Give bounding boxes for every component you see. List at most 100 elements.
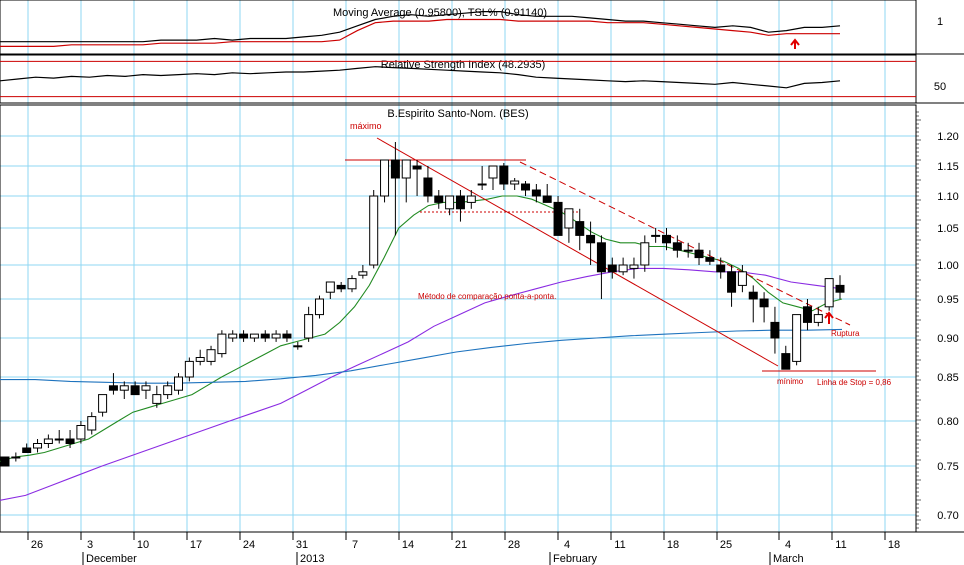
- panel-frames: [0, 0, 964, 533]
- candle-body-up: [87, 416, 97, 431]
- candle: [130, 381, 140, 396]
- candle: [22, 443, 32, 453]
- candle-body-down: [835, 284, 845, 293]
- candle-body-down: [22, 447, 32, 453]
- candle: [76, 421, 86, 444]
- x-tick-label: 14: [402, 539, 414, 551]
- candle: [716, 257, 726, 279]
- candle-body-up: [249, 333, 259, 339]
- y-tick-label: 0.90: [937, 333, 958, 345]
- candle-body-up: [152, 394, 162, 404]
- y-tick-label: 0.85: [937, 372, 958, 384]
- candle: [206, 345, 216, 366]
- x-month-label: March: [773, 553, 804, 565]
- y-tick-label: 1.10: [937, 191, 958, 203]
- candle-body-up: [369, 195, 379, 266]
- candle: [510, 178, 520, 190]
- candle-body-down: [694, 249, 704, 259]
- candle: [358, 265, 368, 279]
- candle: [347, 275, 357, 293]
- ma-signal-arrow-up-icon: [790, 38, 800, 49]
- x-tick-label: 18: [888, 539, 900, 551]
- x-tick-label: 4: [564, 539, 570, 551]
- y-tick-label: 0.95: [937, 294, 958, 306]
- candle-body-up: [119, 385, 129, 391]
- candle: [661, 228, 671, 251]
- candle: [184, 357, 194, 382]
- candle-body-down: [108, 385, 118, 391]
- y-tick-label: 0.75: [937, 461, 958, 473]
- candle: [651, 228, 661, 243]
- overlay-long-ma: [0, 267, 843, 501]
- candle-body-up: [629, 264, 639, 269]
- candle: [33, 439, 43, 453]
- candle-body-down: [531, 189, 541, 197]
- y-tick-label: 1.00: [937, 260, 958, 272]
- candle: [629, 257, 639, 279]
- candle: [336, 282, 346, 293]
- candle: [553, 196, 563, 236]
- candle-body-up: [651, 234, 661, 237]
- candle-body-down: [727, 271, 737, 293]
- candle: [466, 190, 476, 209]
- candle-body-down: [65, 438, 75, 444]
- candle: [488, 165, 498, 190]
- candle: [727, 265, 737, 307]
- candle-body-down: [521, 183, 531, 191]
- trendlines: [345, 137, 876, 372]
- candle-body-down: [239, 333, 249, 339]
- rsi-series-line: [0, 66, 841, 89]
- candle-body-up: [477, 183, 487, 186]
- candle-body-up: [510, 180, 520, 185]
- x-month-label: 2013: [300, 553, 324, 565]
- candle-body-down: [575, 221, 585, 236]
- trendline-dashed: [519, 161, 851, 326]
- x-tick-label: 11: [835, 539, 846, 551]
- candle: [282, 330, 292, 342]
- candle-body-down: [499, 165, 509, 185]
- candle: [640, 235, 650, 272]
- y-tick-label: 1.20: [937, 131, 958, 143]
- candle: [423, 166, 433, 203]
- candle: [43, 434, 53, 448]
- candle-body-up: [195, 357, 205, 362]
- candle-body-down: [802, 306, 812, 323]
- candle: [477, 166, 487, 190]
- candle: [314, 295, 324, 319]
- candle: [293, 341, 303, 350]
- rsi-panel-title: Relative Strength Index (48.2935): [381, 59, 546, 71]
- candle-body-up: [163, 385, 173, 396]
- candle-body-up: [358, 271, 368, 276]
- candle: [596, 235, 606, 299]
- candle: [390, 142, 400, 236]
- candle: [0, 456, 10, 467]
- x-tick-label: 3: [87, 539, 93, 551]
- candle-body-down: [716, 264, 726, 273]
- candle: [748, 285, 758, 323]
- candle: [737, 265, 747, 293]
- price-overlays: [0, 195, 843, 501]
- x-tick-label: 18: [667, 539, 679, 551]
- x-axis: 26 3 10 17 24 31 7 14 21 28 4 11 18 25 4 11 18 December 20…: [27, 532, 900, 565]
- candle: [260, 330, 270, 342]
- candle: [575, 208, 585, 251]
- ma-series-line: [0, 18, 840, 48]
- candle-body-up: [325, 281, 335, 293]
- ma-y-tick: 1: [937, 16, 943, 28]
- x-tick-label: 21: [455, 539, 467, 551]
- annotation-method: Método de comparação ponta-a-ponta.: [418, 292, 556, 301]
- y-tick-label: 0.80: [937, 416, 958, 428]
- candle-body-up: [683, 249, 693, 252]
- candle: [65, 430, 75, 448]
- price-y-axis: 1.20 1.15 1.10 1.05 1.00 0.95 0.90 0.85 0.80 0.75…: [916, 111, 959, 529]
- candle: [607, 257, 617, 279]
- candle-body-down: [553, 201, 563, 236]
- x-month-label: February: [553, 553, 598, 565]
- ma-series-line: [0, 11, 841, 43]
- candle: [163, 381, 173, 399]
- candle-body-down: [336, 284, 346, 290]
- candle: [87, 412, 97, 435]
- candle: [239, 330, 249, 342]
- candle: [802, 299, 812, 331]
- candle: [325, 281, 335, 299]
